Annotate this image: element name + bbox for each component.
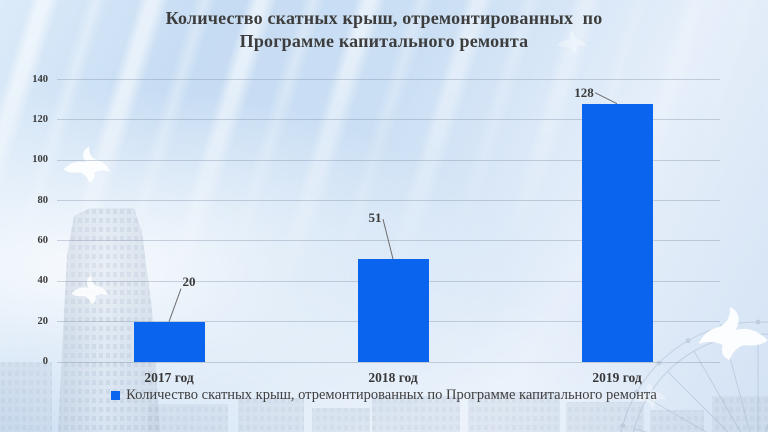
ferris-wheel-spoke (693, 350, 742, 432)
skyline-buildings (0, 362, 768, 432)
gridline (57, 119, 720, 121)
dove-icon (71, 275, 109, 305)
ferris-wheel-cabin (620, 423, 626, 429)
doves (63, 30, 768, 408)
chart-title: Количество скатных крыш, отремонтированн… (0, 7, 768, 52)
gridline (57, 79, 720, 80)
y-axis-tick-label: 60 (37, 234, 49, 246)
landmark-tower (58, 208, 160, 432)
legend-label: Количество скатных крыш, отремонтированн… (126, 387, 657, 403)
x-axis-category-label: 2017 год (144, 370, 194, 385)
dove-icon (698, 307, 768, 361)
y-axis-tick-label: 0 (42, 356, 48, 367)
y-axis-tick-label: 120 (32, 113, 48, 125)
x-axis-category-label: 2018 год (368, 370, 418, 385)
y-axis-tick-label: 80 (37, 194, 49, 206)
gridline (57, 159, 720, 161)
y-axis-tick-label: 100 (32, 154, 48, 166)
gridline (57, 361, 720, 363)
bar (133, 321, 205, 362)
ferris-wheel-spoke (724, 338, 751, 432)
dove-icon (63, 146, 111, 183)
data-label: 128 (574, 84, 594, 100)
bar (581, 103, 653, 362)
y-axis-tick-label: 20 (37, 315, 49, 327)
ferris-wheel-cabin (656, 360, 662, 366)
y-axis-tick-label: 140 (32, 73, 48, 85)
chart-title-line-2: Программе капитального ремонта (239, 30, 529, 51)
data-label: 51 (368, 210, 382, 226)
bar (357, 259, 429, 362)
ferris-wheel-cabin (685, 338, 691, 344)
legend-marker-icon (111, 391, 121, 400)
gridline (57, 200, 720, 202)
y-axis-tick-label: 40 (37, 275, 49, 287)
data-label: 20 (182, 273, 196, 289)
ferris-wheel-cabin (634, 389, 640, 395)
chart-title-line-1: Количество скатных крыш, отремонтированн… (165, 8, 603, 28)
ferris-wheel-spoke (646, 397, 708, 432)
ferris-wheel-spoke (667, 371, 729, 432)
dove-icon (557, 30, 587, 54)
x-axis-category-label: 2019 год (592, 370, 642, 385)
legend: Количество скатных крыш, отремонтированн… (0, 387, 768, 404)
ferris-wheel-cabin (755, 319, 761, 325)
dove-icon (633, 382, 667, 408)
